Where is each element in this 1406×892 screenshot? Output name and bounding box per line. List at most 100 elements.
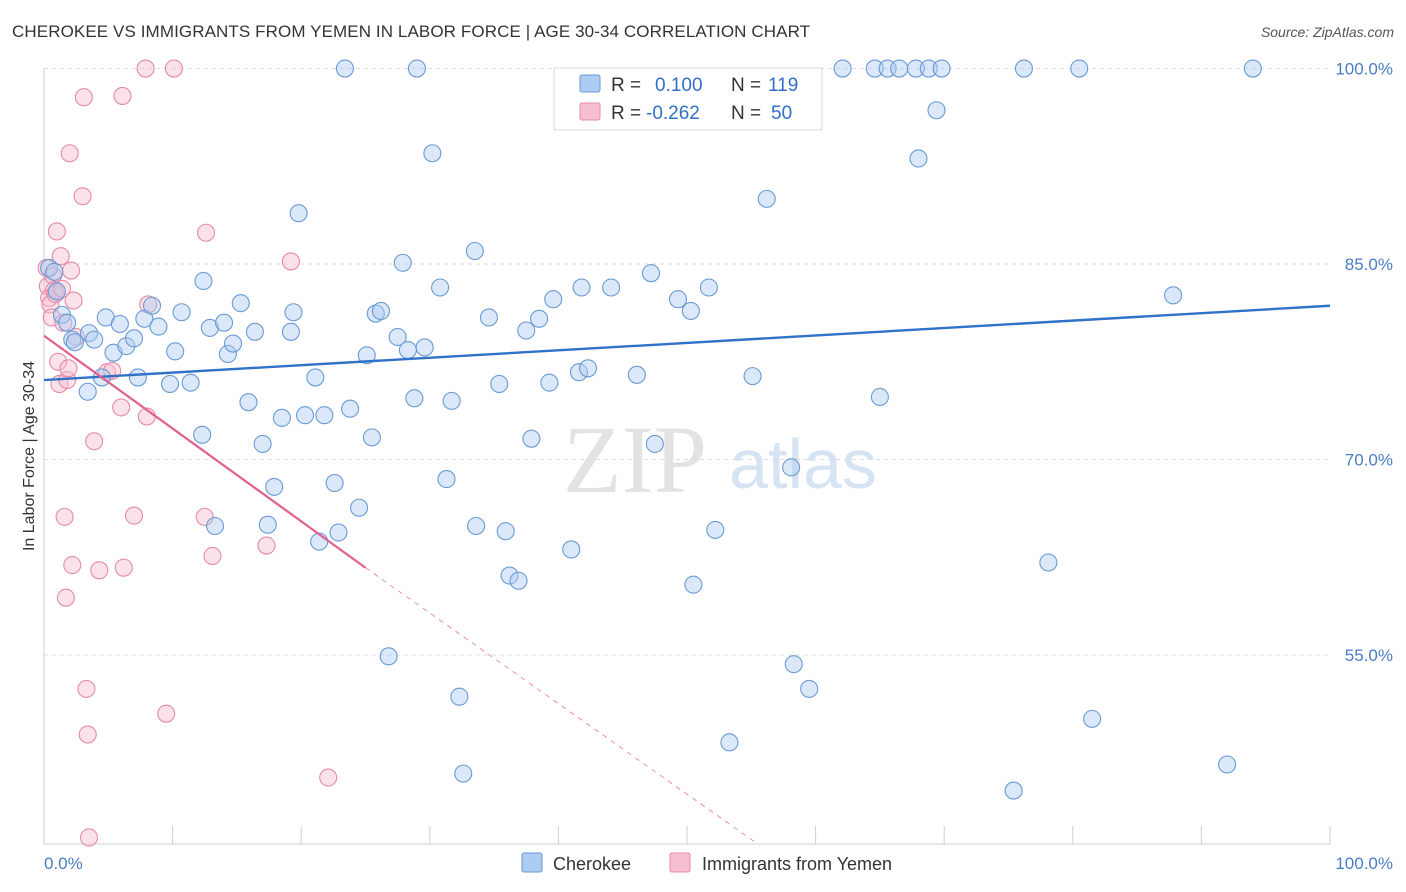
axes xyxy=(43,68,1331,845)
cherokee-point-13 xyxy=(110,314,129,334)
stats-n-value-cherokee: 119 xyxy=(768,75,798,96)
cherokee-point-85 xyxy=(641,264,661,283)
cherokee-point-67 xyxy=(465,241,484,261)
cherokee-point-111 xyxy=(1070,59,1089,78)
cherokee-point-55 xyxy=(388,327,407,347)
x-tick-labels: 0.0% 100.0% xyxy=(44,854,1393,873)
cherokee-point-22 xyxy=(172,303,191,322)
cherokee-point-23 xyxy=(181,373,200,392)
yemen-point-33 xyxy=(113,86,132,105)
cherokee-point-7 xyxy=(78,382,97,401)
cherokee-point-30 xyxy=(223,334,243,353)
yemen-point-17 xyxy=(59,359,78,378)
cherokee-point-79 xyxy=(562,540,581,559)
cherokee-point-92 xyxy=(720,733,739,752)
cherokee-point-46 xyxy=(329,523,348,542)
cherokee-point-93 xyxy=(743,367,762,386)
cherokee-point-14 xyxy=(117,337,136,356)
cherokee-point-48 xyxy=(341,399,360,418)
y-tick-label-2: 70.0% xyxy=(1345,451,1393,470)
cherokee-point-76 xyxy=(530,309,549,328)
cherokee-point-109 xyxy=(1014,59,1033,78)
cherokee-point-73 xyxy=(509,571,528,590)
cherokee-point-43 xyxy=(310,532,329,551)
yemen-point-43 xyxy=(203,546,222,566)
yemen-point-26 xyxy=(78,725,97,744)
cherokee-point-53 xyxy=(371,301,390,321)
cherokee-point-60 xyxy=(415,338,434,357)
cherokee-point-75 xyxy=(522,429,541,448)
cherokee-point-40 xyxy=(289,204,308,223)
y-tick-label-1: 85.0% xyxy=(1345,255,1393,274)
chart-title: CHEROKEE VS IMMIGRANTS FROM YEMEN IN LAB… xyxy=(12,22,811,41)
cherokee-point-42 xyxy=(306,368,325,387)
cherokee-point-4 xyxy=(58,313,77,332)
cherokee-point-86 xyxy=(645,434,664,453)
cherokee-point-57 xyxy=(398,341,417,360)
yemen-point-40 xyxy=(164,59,183,78)
cherokee-point-89 xyxy=(684,575,703,594)
cherokee-point-70 xyxy=(490,374,509,393)
cherokee-point-64 xyxy=(442,391,461,410)
cherokee-point-87 xyxy=(668,290,688,309)
stats-n-label-cherokee: N = xyxy=(731,75,761,96)
yemen-point-28 xyxy=(85,432,104,451)
yemen-point-9 xyxy=(49,352,68,371)
yemen-point-13 xyxy=(54,313,73,332)
cherokee-point-9 xyxy=(85,330,104,349)
cherokee-point-2 xyxy=(47,282,66,301)
stats-swatch-yemen xyxy=(579,102,601,121)
stats-legend: R = 0.100 N = 119 R = -0.262 N = 50 xyxy=(553,67,823,131)
cherokee-point-50 xyxy=(357,346,376,365)
series-legend: Cherokee Immigrants from Yemen xyxy=(521,852,892,874)
stats-r-label-yemen: R = xyxy=(611,103,641,124)
cherokee-point-49 xyxy=(350,498,369,517)
cherokee-point-29 xyxy=(218,344,237,364)
x-tick-label-max: 100.0% xyxy=(1335,854,1393,873)
cherokee-point-33 xyxy=(245,322,264,341)
cherokee-point-91 xyxy=(706,520,725,539)
cherokee-point-95 xyxy=(782,458,801,477)
cherokee-point-1 xyxy=(45,262,64,281)
cherokee-point-105 xyxy=(919,59,938,78)
yemen-point-36 xyxy=(136,59,155,78)
cherokee-point-58 xyxy=(405,389,424,408)
cherokee-point-77 xyxy=(540,373,559,392)
cherokee-point-69 xyxy=(479,308,499,327)
cherokee-point-47 xyxy=(335,59,354,78)
cherokee-point-71 xyxy=(496,522,515,541)
cherokee-point-52 xyxy=(366,304,385,323)
x-tick-label-min: 0.0% xyxy=(44,854,83,873)
yemen-point-20 xyxy=(63,556,82,575)
stats-swatch-cherokee xyxy=(579,74,601,93)
cherokee-point-114 xyxy=(1218,755,1237,774)
cherokee-point-54 xyxy=(379,647,398,666)
legend-label-cherokee: Cherokee xyxy=(553,854,631,874)
cherokee-point-34 xyxy=(253,434,272,453)
y-axis-label: In Labor Force | Age 30-34 xyxy=(21,361,38,551)
cherokee-point-88 xyxy=(681,301,700,321)
stats-n-value-yemen: 50 xyxy=(771,103,792,124)
cherokee-point-20 xyxy=(160,374,180,393)
yemen-point-19 xyxy=(61,261,81,280)
cherokee-point-18 xyxy=(142,296,162,315)
y-tick-labels: 100.0% 85.0% 70.0% 55.0% xyxy=(1335,60,1393,665)
y-tick-label-3: 55.0% xyxy=(1345,646,1393,665)
cherokee-point-98 xyxy=(833,59,852,78)
trend-line-yemen-extension xyxy=(365,567,759,845)
cherokee-point-26 xyxy=(200,318,219,337)
cherokee-point-113 xyxy=(1164,286,1183,305)
cherokee-point-65 xyxy=(450,687,469,706)
series-cherokee-points xyxy=(40,59,1262,800)
cherokee-point-6 xyxy=(65,333,84,352)
yemen-point-12 xyxy=(52,279,72,298)
yemen-point-32 xyxy=(112,398,131,417)
cherokee-point-100 xyxy=(870,387,889,407)
cherokee-point-84 xyxy=(627,365,646,384)
cherokee-point-15 xyxy=(124,329,144,348)
cherokee-point-81 xyxy=(572,278,591,297)
yemen-point-39 xyxy=(157,704,176,723)
cherokee-point-45 xyxy=(325,473,344,493)
cherokee-point-68 xyxy=(467,516,486,536)
cherokee-point-21 xyxy=(166,342,185,361)
